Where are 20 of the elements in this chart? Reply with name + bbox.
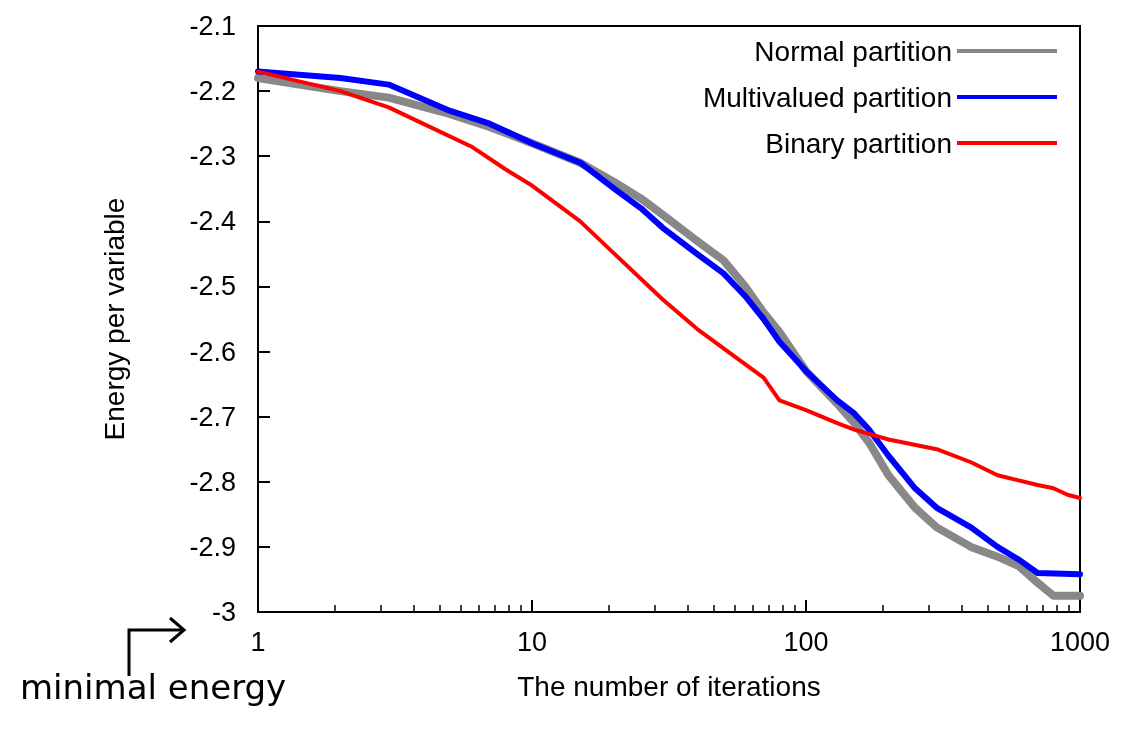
y-tick-label: -2.6 bbox=[189, 336, 236, 367]
y-tick-label: -2.2 bbox=[189, 76, 236, 107]
y-tick-label: -2.3 bbox=[189, 141, 236, 172]
y-tick-label: -2.8 bbox=[189, 466, 236, 497]
y-tick-label: -3 bbox=[211, 597, 236, 627]
x-tick-label: 1 bbox=[250, 626, 266, 657]
y-tick-label: -2.1 bbox=[189, 11, 236, 41]
x-tick-label: 10 bbox=[516, 626, 548, 657]
legend-label: Binary partition bbox=[765, 127, 952, 159]
x-tick-label: 1000 bbox=[1049, 626, 1111, 657]
text: minimal energy bbox=[20, 667, 287, 707]
legend-label: Normal partition bbox=[754, 35, 952, 67]
y-tick-label: -2.4 bbox=[189, 206, 236, 237]
y-tick-label: -2.7 bbox=[189, 401, 236, 432]
y-tick-label: -2.5 bbox=[189, 271, 236, 302]
y-tick-label: -2.9 bbox=[189, 531, 236, 562]
x-tick-label: 100 bbox=[783, 626, 829, 657]
legend-label: Multivalued partition bbox=[702, 81, 952, 113]
y-axis-title: Energy per variable bbox=[98, 197, 130, 441]
x-axis-title: The number of iterations bbox=[517, 670, 821, 702]
